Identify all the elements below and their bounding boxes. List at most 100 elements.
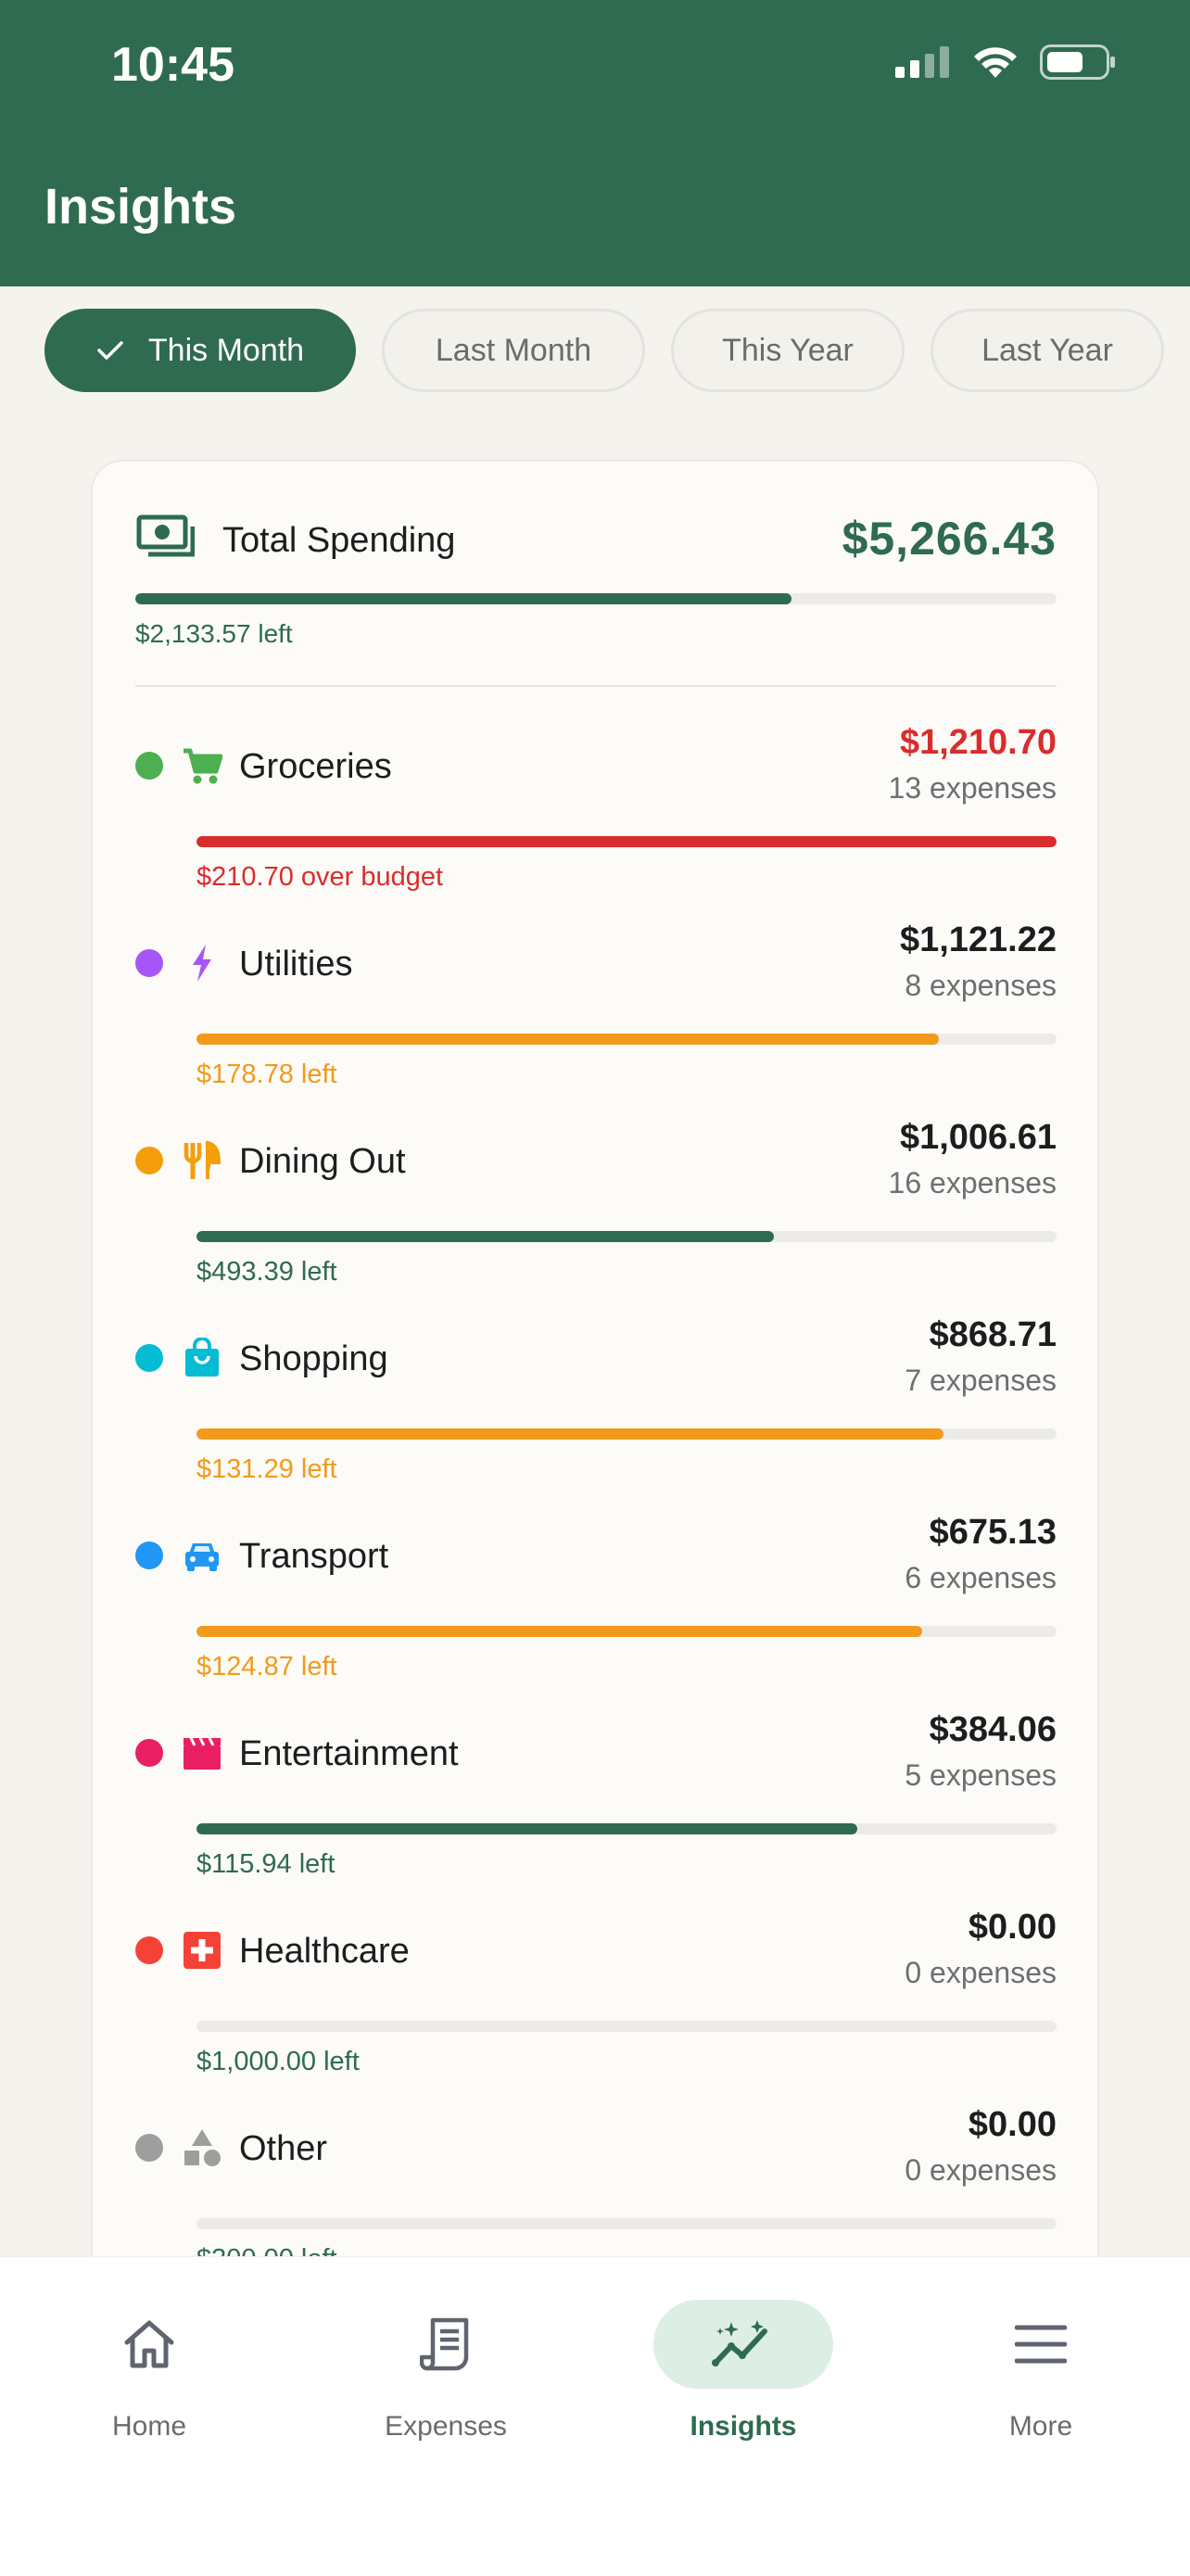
medical-cross-icon — [184, 1932, 221, 1969]
menu-icon — [1015, 2325, 1067, 2364]
category-name: Other — [239, 2129, 328, 2168]
receipt-icon — [420, 2317, 469, 2371]
cart-icon — [184, 748, 222, 784]
category-progress-bar — [196, 1034, 1057, 1045]
category-name: Groceries — [239, 747, 392, 786]
category-expense-count: 16 expenses — [888, 1166, 1057, 1199]
category-expense-count: 13 expenses — [888, 771, 1057, 805]
filter-label: Last Year — [981, 332, 1113, 368]
category-expense-count: 8 expenses — [905, 969, 1057, 1002]
tab-insights[interactable]: Insights — [651, 2300, 836, 2443]
total-progress-bar — [135, 593, 1057, 604]
category-name: Dining Out — [239, 1142, 406, 1181]
category-progress-fill — [196, 1231, 774, 1242]
utensils-icon — [184, 1140, 222, 1179]
shapes-icon — [184, 2129, 221, 2166]
car-icon — [185, 1543, 219, 1571]
category-color-dot — [135, 752, 163, 780]
category-progress-bar — [196, 836, 1057, 847]
category-expense-count: 0 expenses — [905, 1956, 1057, 1989]
insights-chart-icon — [712, 2320, 767, 2367]
category-amount: $1,006.61 — [899, 1118, 1057, 1157]
shopping-bag-icon — [185, 1338, 219, 1377]
divider — [135, 685, 1057, 687]
category-row-transport[interactable]: Transport $675.13 6 expenses $124.87 lef… — [135, 1513, 1057, 1698]
category-row-dining-out[interactable]: Dining Out $1,006.61 16 expenses $493.39… — [135, 1118, 1057, 1303]
category-expense-count: 6 expenses — [905, 1561, 1057, 1594]
filter-label: This Month — [147, 332, 305, 368]
category-progress-bar — [196, 1823, 1057, 1834]
check-icon — [97, 341, 123, 360]
category-budget-status: $124.87 left — [196, 1652, 337, 1681]
category-amount: $384.06 — [929, 1710, 1057, 1749]
category-expense-count: 5 expenses — [905, 1758, 1057, 1792]
wifi-icon — [974, 47, 1017, 78]
category-name: Utilities — [239, 945, 353, 983]
category-expense-count: 7 expenses — [905, 1364, 1057, 1397]
category-color-dot — [135, 1147, 163, 1174]
tab-more[interactable]: More — [948, 2300, 1133, 2443]
tab-label: Home — [111, 2411, 187, 2442]
home-icon — [124, 2320, 174, 2368]
tab-expenses[interactable]: Expenses — [353, 2300, 538, 2443]
filter-this-month[interactable]: This Month — [44, 309, 356, 392]
period-filter: This Month Last Month This Year Last Yea… — [44, 309, 1164, 392]
category-budget-status: $210.70 over budget — [196, 862, 444, 892]
category-name: Transport — [239, 1537, 389, 1576]
status-icons — [895, 44, 1116, 80]
filter-last-month[interactable]: Last Month — [382, 309, 645, 392]
category-color-dot — [135, 1936, 163, 1964]
category-row-shopping[interactable]: Shopping $868.71 7 expenses $131.29 left — [135, 1315, 1057, 1501]
tab-label: Expenses — [385, 2411, 507, 2442]
money-icon — [136, 514, 195, 557]
status-time: 10:45 — [111, 38, 234, 92]
category-progress-fill — [196, 1428, 944, 1440]
category-budget-status: $131.29 left — [196, 1454, 337, 1484]
category-name: Entertainment — [239, 1734, 459, 1773]
category-name: Shopping — [239, 1339, 388, 1378]
signal-icon — [895, 46, 949, 78]
tab-icon-container — [951, 2300, 1131, 2389]
filter-label: This Year — [722, 332, 854, 368]
spending-card: Total Spending $5,266.43 $2,133.57 left … — [91, 460, 1099, 2314]
filter-label: Last Month — [435, 332, 592, 368]
category-color-dot — [135, 949, 163, 977]
battery-icon — [1040, 44, 1115, 80]
category-amount: $1,210.70 — [899, 723, 1057, 762]
category-progress-bar — [196, 1626, 1057, 1637]
tab-label: More — [1008, 2411, 1073, 2442]
app-header: 10:45 Insights — [0, 0, 1190, 286]
tab-icon-container — [653, 2300, 833, 2389]
clapperboard-icon — [184, 1737, 221, 1770]
category-budget-status: $115.94 left — [196, 1849, 335, 1879]
category-progress-fill — [196, 1823, 857, 1834]
filter-last-year[interactable]: Last Year — [930, 309, 1164, 392]
category-row-healthcare[interactable]: Healthcare $0.00 0 expenses $1,000.00 le… — [135, 1908, 1057, 2093]
total-spending-amount: $5,266.43 — [842, 513, 1057, 565]
category-row-entertainment[interactable]: Entertainment $384.06 5 expenses $115.94… — [135, 1710, 1057, 1896]
category-progress-fill — [196, 1626, 923, 1637]
category-color-dot — [135, 1739, 163, 1767]
category-progress-bar — [196, 2218, 1057, 2229]
category-amount: $0.00 — [968, 1908, 1057, 1947]
category-progress-bar — [196, 2021, 1057, 2032]
category-progress-fill — [196, 1034, 939, 1045]
tab-home[interactable]: Home — [57, 2300, 242, 2443]
bolt-icon — [193, 945, 211, 982]
category-budget-status: $1,000.00 left — [196, 2047, 360, 2076]
total-remaining: $2,133.57 left — [135, 619, 293, 648]
category-amount: $0.00 — [968, 2105, 1057, 2144]
category-color-dot — [135, 2134, 163, 2162]
category-row-utilities[interactable]: Utilities $1,121.22 8 expenses $178.78 l… — [135, 920, 1057, 1106]
total-progress-fill — [135, 593, 791, 604]
total-spending-label: Total Spending — [222, 521, 456, 560]
category-expense-count: 0 expenses — [905, 2153, 1057, 2187]
filter-this-year[interactable]: This Year — [671, 309, 905, 392]
tab-label: Insights — [690, 2411, 797, 2442]
category-budget-status: $178.78 left — [196, 1060, 337, 1089]
category-amount: $675.13 — [929, 1513, 1057, 1552]
category-row-groceries[interactable]: Groceries $1,210.70 13 expenses $210.70 … — [135, 723, 1057, 908]
page-title: Insights — [44, 179, 237, 235]
bottom-tab-bar: Home Expenses Insights — [0, 2256, 1190, 2576]
category-color-dot — [135, 1344, 163, 1372]
